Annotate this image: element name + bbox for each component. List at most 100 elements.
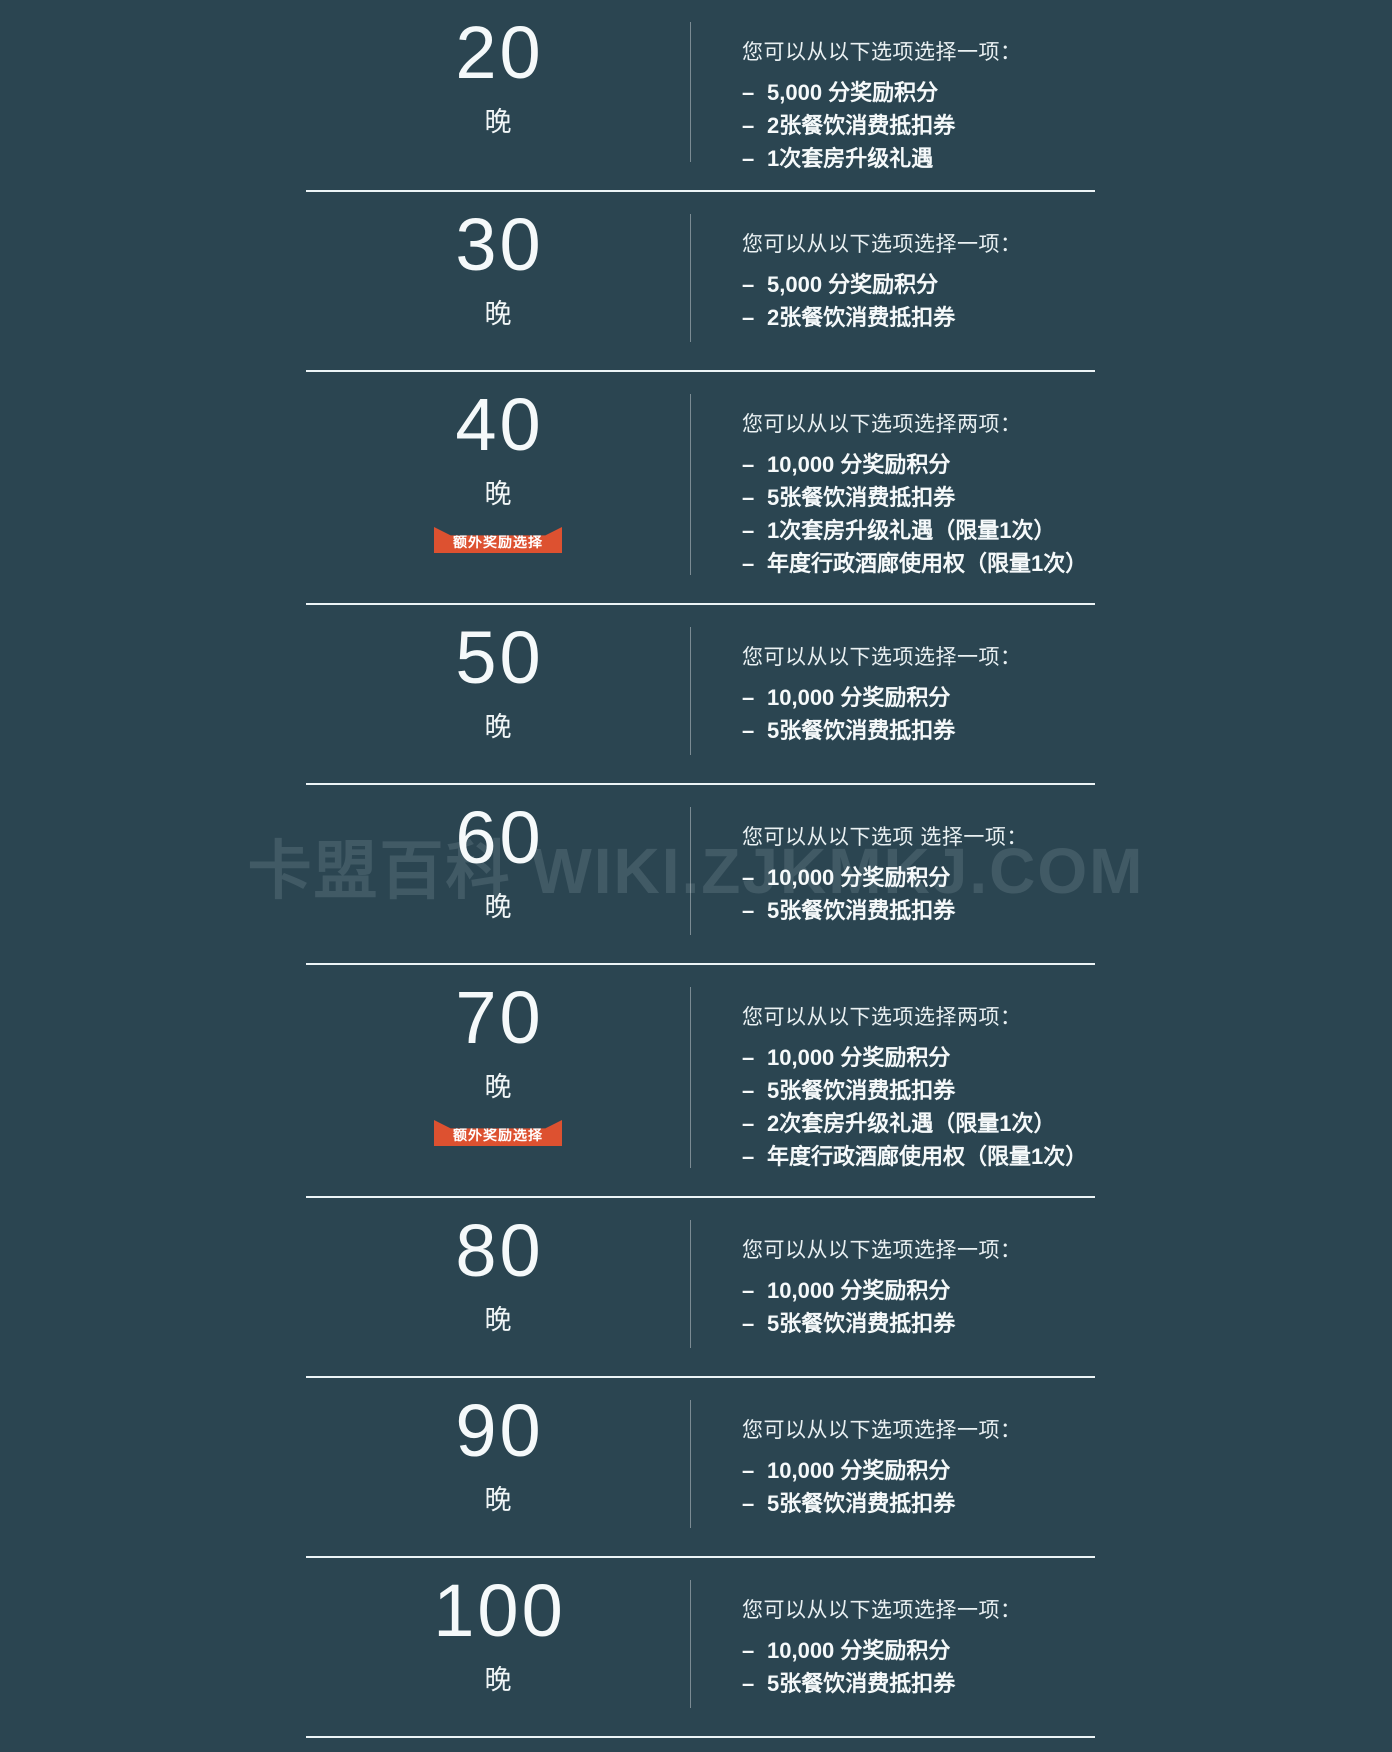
dash-icon: –	[742, 1278, 755, 1303]
option-text: 5张餐饮消费抵扣券	[767, 1078, 956, 1103]
nights-unit-label: 晚	[484, 712, 512, 742]
reward-option-item: – 5张餐饮消费抵扣券	[742, 1307, 1095, 1340]
options-header: 您可以从以下选项选择一项：	[742, 646, 1022, 669]
dash-icon: –	[742, 718, 755, 743]
nights-count: 50	[455, 616, 544, 699]
nights-count: 80	[455, 1209, 544, 1292]
reward-option-item: – 1次套房升级礼遇	[742, 142, 1095, 175]
nights-unit-label: 晚	[484, 1485, 512, 1515]
extra-reward-badge: 额外奖励选择	[434, 527, 562, 553]
reward-option-item: – 5张餐饮消费抵扣券	[742, 894, 1095, 927]
option-text: 5张餐饮消费抵扣券	[767, 718, 956, 743]
dash-icon: –	[742, 1311, 755, 1336]
dash-icon: –	[742, 1045, 755, 1070]
reward-option-item: – 5,000 分奖励积分	[742, 268, 1095, 301]
dash-icon: –	[742, 1078, 755, 1103]
bottom-separator	[306, 1736, 1095, 1745]
reward-option-item: – 5,000 分奖励积分	[742, 76, 1095, 109]
dash-icon: –	[742, 272, 755, 297]
milestone-row: 80 晚 您可以从以下选项选择一项： – 10,000 分奖励积分 – 5张餐饮…	[306, 1196, 1095, 1376]
reward-options-list: – 5,000 分奖励积分 – 2张餐饮消费抵扣券	[742, 268, 1095, 334]
dash-icon: –	[742, 1491, 755, 1516]
nights-cell: 80 晚	[306, 1198, 690, 1376]
nights-cell: 70 晚 额外奖励选择	[306, 965, 690, 1196]
dash-icon: –	[742, 113, 755, 138]
dash-icon: –	[742, 518, 755, 543]
reward-option-item: – 5张餐饮消费抵扣券	[742, 1487, 1095, 1520]
reward-option-item: – 年度行政酒廊使用权（限量1次）	[742, 547, 1095, 580]
nights-count: 90	[455, 1389, 544, 1472]
reward-option-item: – 2次套房升级礼遇（限量1次）	[742, 1107, 1095, 1140]
reward-options-list: – 10,000 分奖励积分 – 5张餐饮消费抵扣券	[742, 1454, 1095, 1520]
options-header: 您可以从以下选项选择一项：	[742, 1239, 1022, 1262]
option-text: 10,000 分奖励积分	[767, 1638, 951, 1663]
milestone-row: 50 晚 您可以从以下选项选择一项： – 10,000 分奖励积分 – 5张餐饮…	[306, 603, 1095, 783]
reward-option-item: – 10,000 分奖励积分	[742, 1274, 1095, 1307]
options-header: 您可以从以下选项选择两项：	[742, 413, 1022, 436]
dash-icon: –	[742, 865, 755, 890]
reward-options-list: – 10,000 分奖励积分 – 5张餐饮消费抵扣券 – 2次套房升级礼遇（限量…	[742, 1041, 1095, 1173]
reward-option-item: – 2张餐饮消费抵扣券	[742, 301, 1095, 334]
nights-count: 100	[433, 1569, 566, 1652]
nights-unit-label: 晚	[484, 107, 512, 137]
reward-option-item: – 10,000 分奖励积分	[742, 681, 1095, 714]
options-header: 您可以从以下选项选择一项：	[742, 1419, 1022, 1442]
reward-option-item: – 5张餐饮消费抵扣券	[742, 1667, 1095, 1700]
reward-option-item: – 10,000 分奖励积分	[742, 448, 1095, 481]
milestone-row: 30 晚 您可以从以下选项选择一项： – 5,000 分奖励积分 – 2张餐饮消…	[306, 190, 1095, 370]
nights-unit-label: 晚	[484, 1305, 512, 1335]
milestone-row: 60 晚 您可以从以下选项 选择一项： – 10,000 分奖励积分 – 5张餐…	[306, 783, 1095, 963]
option-text: 10,000 分奖励积分	[767, 452, 951, 477]
reward-options-list: – 10,000 分奖励积分 – 5张餐饮消费抵扣券	[742, 861, 1095, 927]
milestone-row: 100 晚 您可以从以下选项选择一项： – 10,000 分奖励积分 – 5张餐…	[306, 1556, 1095, 1736]
reward-option-item: – 5张餐饮消费抵扣券	[742, 1074, 1095, 1107]
nights-count: 20	[455, 11, 544, 94]
milestone-row: 20 晚 您可以从以下选项选择一项： – 5,000 分奖励积分 – 2张餐饮消…	[306, 0, 1095, 190]
dash-icon: –	[742, 898, 755, 923]
dash-icon: –	[742, 1144, 755, 1169]
option-text: 2次套房升级礼遇（限量1次）	[767, 1111, 1056, 1136]
option-text: 10,000 分奖励积分	[767, 1278, 951, 1303]
rewards-cell: 您可以从以下选项选择一项： – 10,000 分奖励积分 – 5张餐饮消费抵扣券	[690, 1198, 1095, 1376]
rewards-cell: 您可以从以下选项选择两项： – 10,000 分奖励积分 – 5张餐饮消费抵扣券…	[690, 372, 1095, 603]
option-text: 年度行政酒廊使用权（限量1次）	[767, 551, 1088, 576]
rewards-cell: 您可以从以下选项选择一项： – 5,000 分奖励积分 – 2张餐饮消费抵扣券 …	[690, 0, 1095, 190]
reward-options-list: – 10,000 分奖励积分 – 5张餐饮消费抵扣券	[742, 1274, 1095, 1340]
reward-option-item: – 10,000 分奖励积分	[742, 861, 1095, 894]
milestone-list: 20 晚 您可以从以下选项选择一项： – 5,000 分奖励积分 – 2张餐饮消…	[306, 0, 1095, 1745]
option-text: 5张餐饮消费抵扣券	[767, 1491, 956, 1516]
option-text: 1次套房升级礼遇	[767, 146, 934, 171]
nights-unit-label: 晚	[484, 1072, 512, 1102]
rewards-cell: 您可以从以下选项选择一项： – 5,000 分奖励积分 – 2张餐饮消费抵扣券	[690, 192, 1095, 370]
rewards-cell: 您可以从以下选项选择一项： – 10,000 分奖励积分 – 5张餐饮消费抵扣券	[690, 1378, 1095, 1556]
options-header: 您可以从以下选项选择一项：	[742, 233, 1022, 256]
rewards-cell: 您可以从以下选项选择一项： – 10,000 分奖励积分 – 5张餐饮消费抵扣券	[690, 1558, 1095, 1736]
option-text: 2张餐饮消费抵扣券	[767, 113, 956, 138]
option-text: 年度行政酒廊使用权（限量1次）	[767, 1144, 1088, 1169]
nights-cell: 30 晚	[306, 192, 690, 370]
reward-options-list: – 10,000 分奖励积分 – 5张餐饮消费抵扣券 – 1次套房升级礼遇（限量…	[742, 448, 1095, 580]
nights-cell: 40 晚 额外奖励选择	[306, 372, 690, 603]
option-text: 5张餐饮消费抵扣券	[767, 898, 956, 923]
milestone-row: 70 晚 额外奖励选择 您可以从以下选项选择两项： – 10,000 分奖励积分…	[306, 963, 1095, 1196]
option-text: 10,000 分奖励积分	[767, 1458, 951, 1483]
rewards-cell: 您可以从以下选项选择两项： – 10,000 分奖励积分 – 5张餐饮消费抵扣券…	[690, 965, 1095, 1196]
nights-unit-label: 晚	[484, 1665, 512, 1695]
reward-option-item: – 2张餐饮消费抵扣券	[742, 109, 1095, 142]
nights-cell: 90 晚	[306, 1378, 690, 1556]
reward-options-list: – 10,000 分奖励积分 – 5张餐饮消费抵扣券	[742, 1634, 1095, 1700]
milestone-row: 90 晚 您可以从以下选项选择一项： – 10,000 分奖励积分 – 5张餐饮…	[306, 1376, 1095, 1556]
options-header: 您可以从以下选项 选择一项：	[742, 826, 1028, 849]
extra-reward-badge: 额外奖励选择	[434, 1120, 562, 1146]
option-text: 10,000 分奖励积分	[767, 1045, 951, 1070]
dash-icon: –	[742, 452, 755, 477]
reward-option-item: – 5张餐饮消费抵扣券	[742, 481, 1095, 514]
reward-option-item: – 5张餐饮消费抵扣券	[742, 714, 1095, 747]
reward-options-list: – 5,000 分奖励积分 – 2张餐饮消费抵扣券 – 1次套房升级礼遇	[742, 76, 1095, 175]
option-text: 5张餐饮消费抵扣券	[767, 485, 956, 510]
dash-icon: –	[742, 305, 755, 330]
rewards-cell: 您可以从以下选项选择一项： – 10,000 分奖励积分 – 5张餐饮消费抵扣券	[690, 605, 1095, 783]
nights-count: 70	[455, 976, 544, 1059]
dash-icon: –	[742, 1458, 755, 1483]
options-header: 您可以从以下选项选择一项：	[742, 41, 1022, 64]
